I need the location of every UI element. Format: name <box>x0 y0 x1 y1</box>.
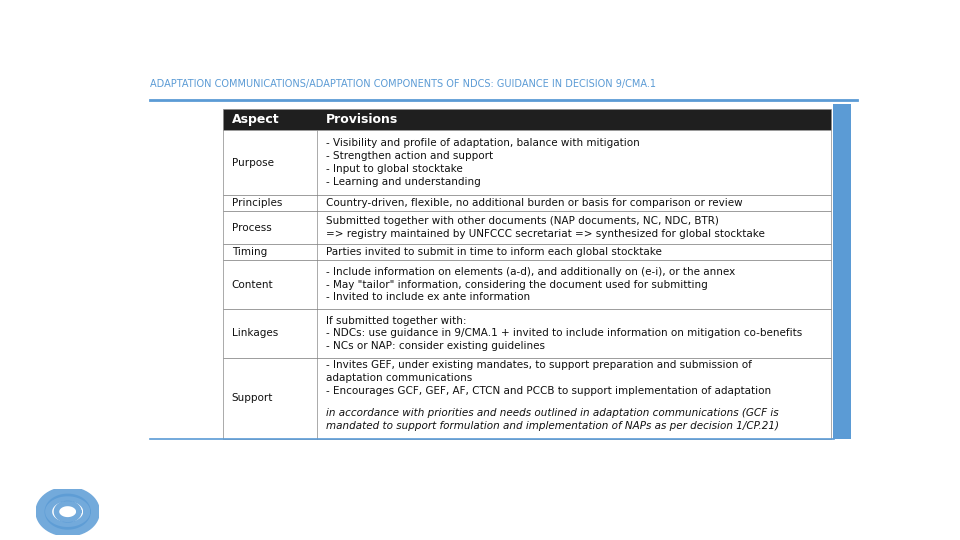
Text: - Invites GEF, under existing mandates, to support preparation and submission of: - Invites GEF, under existing mandates, … <box>326 360 771 396</box>
Text: Aspect: Aspect <box>231 113 279 126</box>
Text: - Include information on elements (a-d), and additionally on (e-i), or the annex: - Include information on elements (a-d),… <box>326 267 735 302</box>
Text: Content: Content <box>231 280 274 289</box>
Text: If submitted together with:
- NDCs: use guidance in 9/CMA.1 + invited to include: If submitted together with: - NDCs: use … <box>326 315 803 351</box>
Text: Country-driven, flexible, no additional burden or basis for comparison or review: Country-driven, flexible, no additional … <box>326 198 743 208</box>
Bar <box>223 130 830 195</box>
Text: Linkages: Linkages <box>231 328 277 339</box>
Text: Support: Support <box>231 393 273 403</box>
Text: Submitted together with other documents (NAP documents, NC, NDC, BTR)
=> registr: Submitted together with other documents … <box>326 216 765 239</box>
Bar <box>223 211 830 244</box>
Bar <box>223 357 830 439</box>
Text: Provisions: Provisions <box>326 113 398 126</box>
Text: Timing: Timing <box>231 247 267 257</box>
Text: ADAPTATION COMMUNICATIONS/ADAPTATION COMPONENTS OF NDCS: GUIDANCE IN DECISION 9/: ADAPTATION COMMUNICATIONS/ADAPTATION COM… <box>150 79 656 89</box>
Bar <box>223 195 830 211</box>
Text: in accordance with priorities and needs outlined in adaptation communications (G: in accordance with priorities and needs … <box>326 408 780 431</box>
Text: - Visibility and profile of adaptation, balance with mitigation
- Strengthen act: - Visibility and profile of adaptation, … <box>326 138 639 187</box>
Text: Parties invited to submit in time to inform each global stocktake: Parties invited to submit in time to inf… <box>326 247 662 257</box>
Text: Purpose: Purpose <box>231 158 274 167</box>
Text: Principles: Principles <box>231 198 282 208</box>
Bar <box>223 244 830 260</box>
Text: Process: Process <box>231 222 272 233</box>
Bar <box>223 260 830 309</box>
Bar <box>223 109 830 130</box>
Bar <box>223 309 830 357</box>
Bar <box>832 104 852 439</box>
